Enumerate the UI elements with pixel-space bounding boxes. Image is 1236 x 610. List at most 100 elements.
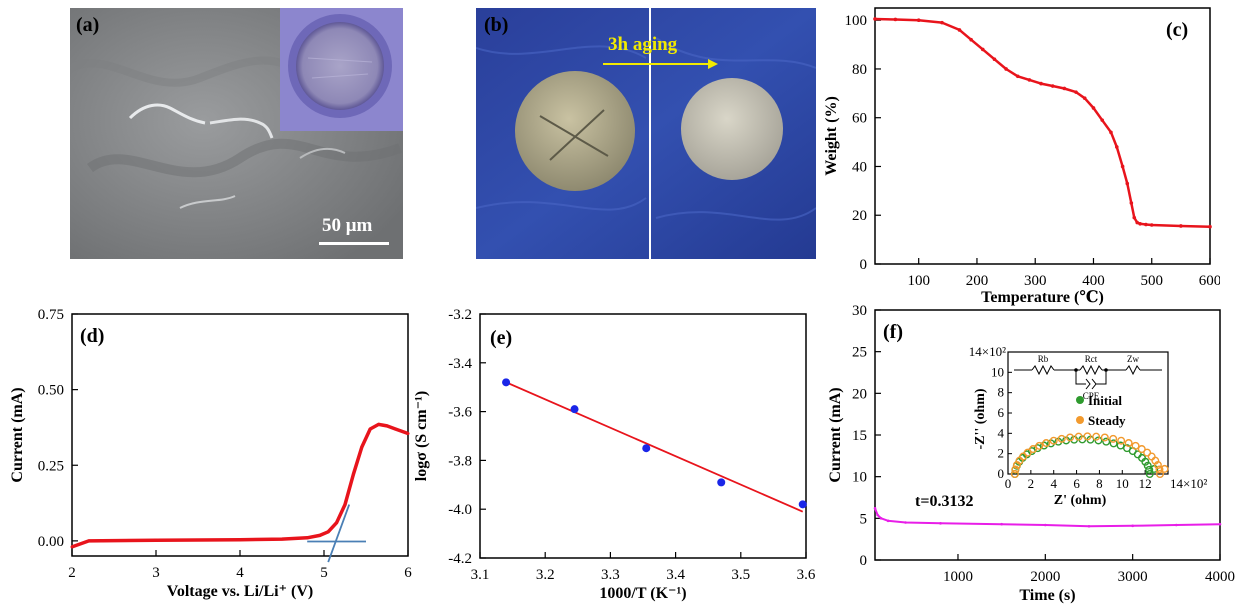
data-point (980, 47, 985, 52)
panel-a-label: (a) (76, 14, 100, 36)
x-tick-label: 4000 (1205, 569, 1235, 585)
x-tick-label: 3.4 (666, 567, 685, 583)
nyquist-tail-point (1160, 464, 1169, 473)
nyquist-point-initial (1109, 439, 1118, 448)
y-tick-label: 15 (852, 428, 867, 444)
x-axis-label: Voltage vs. Li/Li⁺ (V) (167, 583, 314, 600)
x-tick-label: 500 (1140, 273, 1163, 289)
nyquist-point-steady (1074, 432, 1083, 441)
data-point (969, 37, 973, 42)
nyquist-point-steady (1019, 452, 1028, 461)
nyquist-point-steady (1042, 439, 1051, 448)
data-point (1027, 78, 1032, 82)
data-point (1050, 84, 1055, 88)
data-point (876, 513, 879, 517)
data-point (1144, 222, 1148, 227)
data-point (1109, 130, 1113, 135)
y-tick-label: 30 (852, 303, 867, 319)
data-point (1125, 181, 1130, 186)
nyquist-point-initial (1141, 457, 1150, 466)
nyquist-point-steady (1137, 445, 1146, 454)
x-tick-label: 3.2 (536, 567, 555, 583)
inset-y-tick-label: 8 (998, 385, 1005, 400)
panel-label: (d) (80, 325, 104, 347)
data-point (326, 530, 330, 534)
annotation-t: t=0.3132 (915, 493, 973, 510)
y-tick-label: 0.25 (38, 458, 64, 474)
legend-label-initial: Initial (1088, 393, 1122, 408)
data-point (1100, 118, 1105, 122)
nyquist-point-initial (1143, 461, 1152, 470)
nyquist-point-steady (1035, 441, 1044, 450)
plot-frame (479, 313, 807, 559)
data-point (1131, 524, 1134, 528)
nyquist-point-steady (1049, 436, 1058, 445)
data-point (385, 424, 389, 428)
x-tick-label: 100 (907, 273, 930, 289)
y-tick-label: -3.2 (448, 307, 472, 323)
inset-x-multiplier: 14×10² (1170, 476, 1207, 491)
nyquist-point-steady (1023, 448, 1032, 457)
data-point (402, 430, 406, 434)
data-point (1175, 523, 1178, 527)
resistor-rct (1079, 364, 1103, 376)
weight-curve (874, 17, 1211, 228)
y-axis-label: Current (mA) (9, 387, 26, 482)
data-point (798, 500, 807, 509)
inset-x-tick-label: 6 (1073, 476, 1080, 491)
y-axis-label: Current (mA) (827, 387, 844, 482)
nyquist-point-steady (1155, 465, 1164, 474)
y-tick-label: 5 (860, 511, 868, 527)
data-point (406, 431, 410, 435)
nyquist-point-initial (1145, 465, 1154, 474)
data-point (992, 57, 997, 61)
tangent-line (327, 504, 351, 563)
data-point (154, 538, 158, 542)
nyquist-point-steady (1143, 448, 1152, 457)
data-point (1091, 106, 1096, 110)
circuit-label-zw: Zw (1127, 354, 1139, 364)
inset-x-tick-label: 12 (1139, 476, 1152, 491)
y-axis-label: Weight (%) (823, 96, 840, 176)
panel-label: (c) (1166, 19, 1188, 41)
y-tick-label: 25 (852, 345, 867, 361)
circuit-node (1104, 368, 1108, 372)
nyquist-point-steady (1010, 469, 1019, 478)
scale-bar-label: 50 μm (322, 215, 373, 236)
cpe-plate (1091, 378, 1097, 390)
legend-label-steady: Steady (1088, 413, 1126, 428)
inset-x-tick-label: 10 (1116, 476, 1129, 491)
scale-bar (319, 242, 389, 245)
x-tick-label: 3.3 (601, 567, 620, 583)
chart-e: 3.1 3.2 3.3 3.4 3.5 3.6 -3.2 -3.4 -3.6 -3.8 -4.0 -4… (413, 307, 816, 602)
inset-y-tick-label: 0 (998, 466, 1005, 481)
nyquist-point-steady (1109, 434, 1118, 443)
data-point (893, 17, 898, 22)
circuit-wire (1075, 370, 1086, 385)
x-axis-label: 1000/T (K⁻¹) (599, 585, 686, 602)
nyquist-point-initial (1145, 469, 1154, 478)
inset-photo (280, 8, 403, 131)
x-tick-label: 3.6 (797, 567, 816, 583)
data-point (368, 427, 372, 431)
data-point (1004, 67, 1008, 71)
inset-x-tick-label: 8 (1096, 476, 1103, 491)
aging-arrow-text: 3h aging (608, 34, 678, 55)
cpe-plate (1085, 378, 1091, 390)
y-tick-label: 20 (852, 208, 867, 224)
data-point (940, 20, 944, 25)
x-tick-label: 3 (152, 565, 160, 581)
data-point (360, 445, 364, 449)
data-point (1149, 223, 1154, 227)
plot-frame (71, 313, 409, 557)
y-tick-label: 40 (852, 159, 867, 175)
data-point (1179, 224, 1183, 228)
fit-line (505, 381, 804, 513)
data-point (1087, 524, 1091, 528)
circuit-label-cpe: CPE (1083, 391, 1100, 401)
inset-x-tick-label: 2 (1028, 476, 1035, 491)
x-tick-label: 1000 (943, 569, 973, 585)
data-point (1135, 220, 1139, 225)
x-tick-label: 2 (68, 565, 76, 581)
